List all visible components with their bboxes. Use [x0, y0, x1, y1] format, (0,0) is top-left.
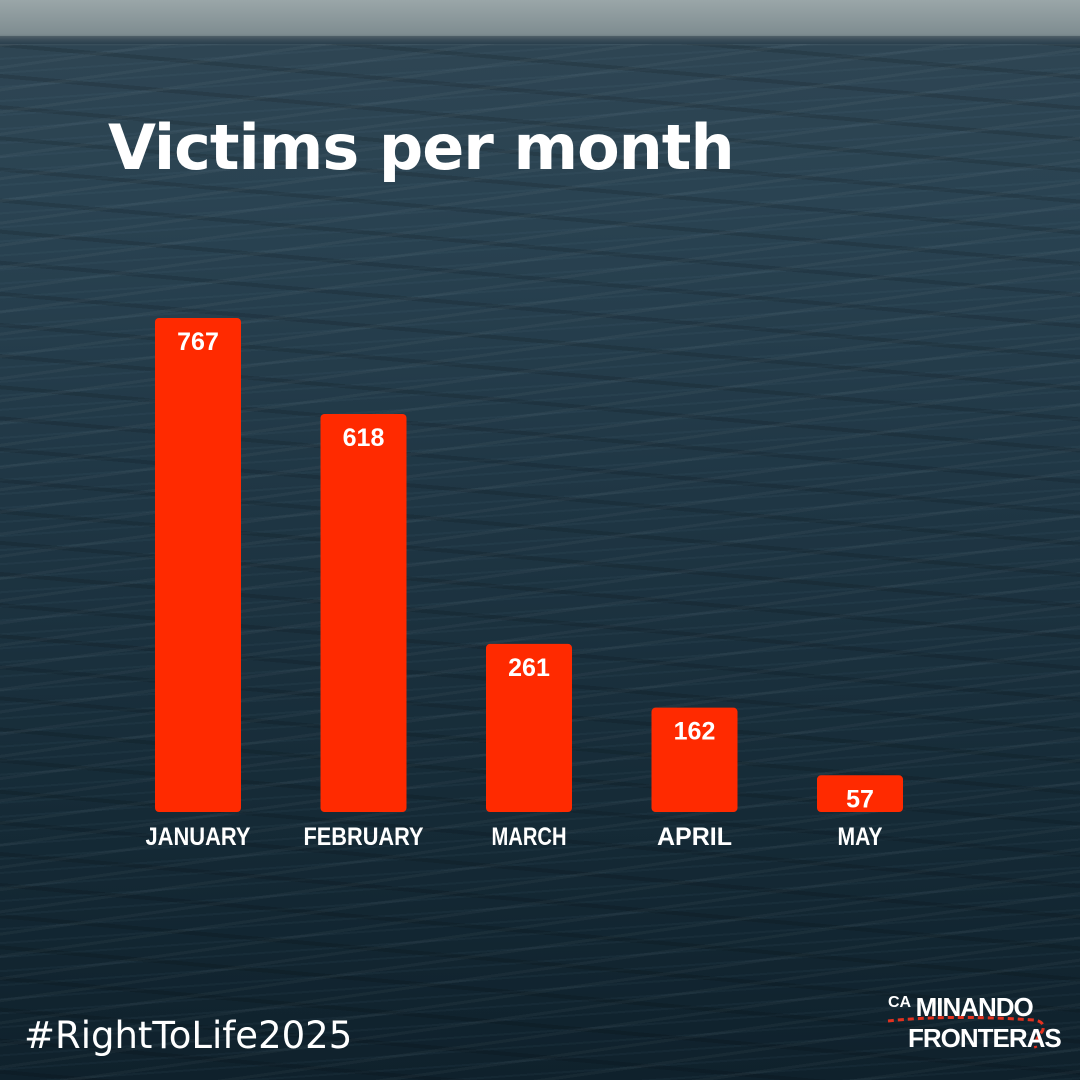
chart-title: Victims per month — [108, 111, 735, 184]
logo-line-1: CA MINANDO — [888, 992, 1034, 1023]
data-label-february: 618 — [343, 424, 385, 452]
logo-dashed-line-icon — [887, 1015, 1045, 1049]
logo-word-1: MINANDO — [915, 992, 1034, 1022]
logo-prefix: CA — [888, 994, 912, 1011]
bar-may — [817, 775, 903, 812]
category-label-april: APRIL — [657, 823, 732, 851]
bar-march — [486, 643, 572, 812]
data-label-march: 261 — [508, 654, 550, 682]
data-label-january: 767 — [177, 328, 219, 356]
data-label-april: 162 — [674, 718, 716, 746]
horizon — [0, 36, 1080, 44]
category-label-march: MARCH — [492, 823, 567, 851]
category-label-february: FEBRUARY — [304, 823, 424, 851]
caminando-fronteras-logo: CA MINANDO FRONTERAS — [884, 990, 1064, 1060]
hashtag: #RightToLife2025 — [24, 1014, 353, 1057]
logo-word-2: FRONTERAS — [908, 1023, 1062, 1053]
category-label-may: MAY — [838, 823, 883, 851]
bar-february — [320, 413, 407, 812]
category-label-january: JANUARY — [146, 823, 251, 851]
data-label-may: 57 — [846, 785, 874, 813]
bar-april — [651, 707, 738, 812]
bar-january — [155, 318, 241, 812]
